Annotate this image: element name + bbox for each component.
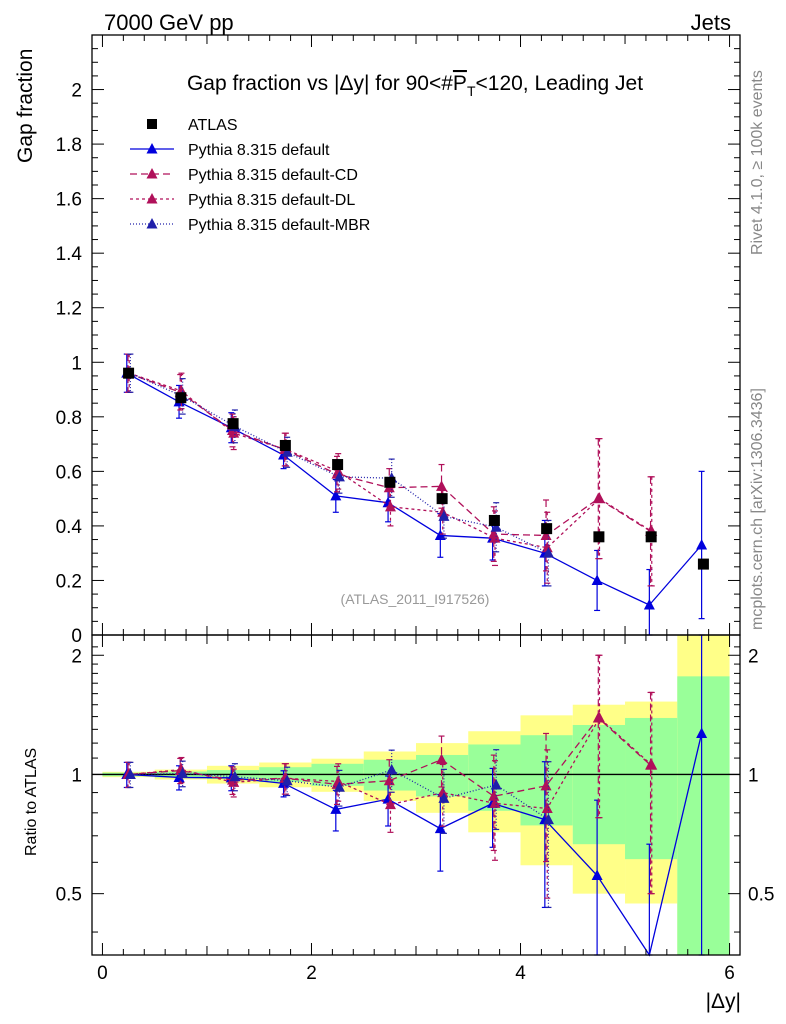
mc-point bbox=[438, 510, 450, 521]
y-tick-label: 1.6 bbox=[56, 190, 82, 211]
legend-label: Pythia 8.315 default bbox=[188, 142, 330, 159]
ratio-series-line bbox=[126, 733, 703, 957]
ratio-axis-label: Ratio to ATLAS bbox=[23, 748, 40, 856]
legend-label: Pythia 8.315 default-DL bbox=[188, 192, 355, 209]
data-point bbox=[541, 523, 553, 535]
chart-title: Gap fraction vs |Δy| for 90<#PT<120, Lea… bbox=[187, 72, 643, 99]
chart-title-pre: Gap fraction vs |Δy| for 90<# bbox=[187, 72, 453, 95]
mc-point bbox=[591, 574, 603, 585]
uncertainty-bands bbox=[102, 635, 730, 955]
ratio-band-inner bbox=[677, 676, 730, 955]
ratio-point bbox=[540, 779, 552, 791]
legend-marker bbox=[146, 143, 158, 154]
ratio-point bbox=[386, 763, 398, 775]
ratio-tick-label-left: 0.5 bbox=[56, 885, 82, 906]
chart-title-overline: P bbox=[453, 72, 467, 95]
ratio-tick-label-left: 2 bbox=[71, 646, 82, 667]
ratio-tick-label-right: 1 bbox=[748, 765, 759, 786]
x-axis-label: |Δy| bbox=[706, 990, 741, 1013]
legend: ATLAS Pythia 8.315 default Pythia 8.315 de… bbox=[130, 117, 370, 234]
y-tick-label: 1.2 bbox=[56, 299, 82, 320]
mc-point bbox=[542, 547, 554, 558]
y-tick-label: 0.2 bbox=[56, 571, 82, 592]
data-point bbox=[175, 392, 187, 404]
data-point bbox=[488, 514, 500, 526]
ratio-series-line bbox=[130, 769, 549, 821]
ratio-point bbox=[332, 775, 344, 786]
legend-label: Pythia 8.315 default-MBR bbox=[188, 217, 370, 234]
mc-point bbox=[541, 541, 553, 553]
energy-label: 7000 GeV pp bbox=[104, 10, 234, 35]
process-label: Jets bbox=[691, 10, 731, 35]
data-point bbox=[123, 367, 135, 379]
ratio-point bbox=[438, 792, 450, 803]
y-tick-label: 0 bbox=[71, 626, 82, 647]
y-axis-label: Gap fraction bbox=[14, 49, 37, 163]
data-point bbox=[227, 418, 239, 430]
mc-point bbox=[332, 465, 344, 476]
ratio-point bbox=[330, 803, 342, 814]
ratio-point bbox=[383, 774, 395, 786]
ratio-series-line bbox=[129, 716, 653, 810]
y-tick-label: 1.8 bbox=[56, 135, 82, 156]
data-point bbox=[697, 558, 709, 570]
ratio-point bbox=[333, 781, 345, 792]
ratio-point bbox=[228, 776, 240, 787]
ratio-point bbox=[489, 797, 501, 808]
rivet-version-label: Rivet 4.1.0, ≥ 100k events bbox=[749, 70, 766, 255]
mc-point bbox=[490, 521, 502, 532]
mc-point bbox=[281, 446, 293, 457]
chart-title-post: <120, Leading Jet bbox=[476, 72, 644, 95]
data-point bbox=[279, 439, 291, 451]
ratio-point bbox=[542, 813, 554, 825]
y-tick-label: 0.8 bbox=[56, 408, 82, 429]
legend-marker bbox=[146, 168, 158, 179]
mc-point bbox=[333, 470, 345, 482]
mc-series-line bbox=[128, 372, 653, 549]
ratio-tick-label-left: 1 bbox=[71, 765, 82, 786]
ratio-tick-label-right: 0.5 bbox=[748, 885, 774, 906]
y-tick-label: 0.4 bbox=[56, 517, 83, 538]
ratio-point bbox=[229, 770, 241, 782]
ratio-series-line bbox=[127, 717, 651, 797]
y-tick-label: 1 bbox=[71, 353, 82, 374]
plot-series bbox=[92, 353, 740, 957]
analysis-id-label: (ATLAS_2011_I917526) bbox=[341, 591, 490, 607]
x-tick-label: 6 bbox=[724, 963, 735, 984]
ratio-tick-label-right: 2 bbox=[748, 646, 759, 667]
mc-point bbox=[696, 539, 708, 550]
axes: 00.20.40.60.811.21.41.61.820 2 4 60.5 0.51 12… bbox=[56, 34, 774, 984]
mcplots-label: mcplots.cern.ch [arXiv:1306.3436] bbox=[749, 388, 766, 630]
x-tick-label: 4 bbox=[515, 963, 526, 984]
mc-point bbox=[489, 532, 501, 543]
ratio-point bbox=[696, 727, 708, 738]
legend-marker bbox=[146, 218, 158, 229]
legend-label: Pythia 8.315 default-CD bbox=[188, 167, 358, 184]
data-point bbox=[593, 531, 605, 543]
ratio-point bbox=[281, 774, 293, 786]
y-tick-label: 0.6 bbox=[56, 462, 82, 483]
ratio-point bbox=[124, 768, 136, 779]
y-tick-label: 1.4 bbox=[56, 244, 83, 265]
ratio-point bbox=[437, 786, 449, 798]
legend-label-data: ATLAS bbox=[188, 117, 238, 134]
ratio-point bbox=[384, 798, 396, 810]
data-point bbox=[332, 459, 344, 471]
ratio-point bbox=[434, 822, 446, 834]
ratio-band-inner bbox=[572, 724, 626, 845]
data-point bbox=[384, 476, 396, 488]
data-point bbox=[436, 493, 448, 505]
x-tick-label: 2 bbox=[306, 963, 317, 984]
legend-marker bbox=[146, 193, 158, 204]
ratio-point bbox=[177, 767, 189, 778]
y-tick-label: 2 bbox=[71, 81, 82, 102]
mc-series-line bbox=[126, 372, 703, 606]
data-point bbox=[645, 531, 657, 543]
chart-title-sub: T bbox=[467, 83, 476, 99]
x-tick-label: 0 bbox=[97, 963, 108, 984]
legend-marker-data bbox=[147, 119, 157, 129]
